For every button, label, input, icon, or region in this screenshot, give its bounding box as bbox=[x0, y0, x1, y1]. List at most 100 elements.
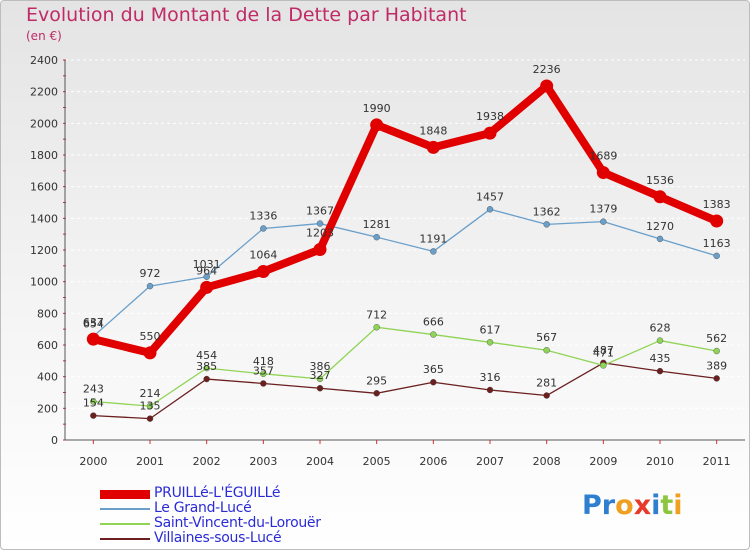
data-label: 1064 bbox=[249, 249, 277, 262]
y-tick-label: 1000 bbox=[30, 276, 58, 289]
x-tick-label: 2010 bbox=[646, 455, 674, 468]
series-line bbox=[93, 362, 717, 420]
data-label: 365 bbox=[423, 363, 444, 376]
data-label: 1990 bbox=[363, 102, 391, 115]
data-point bbox=[90, 398, 97, 405]
x-tick-label: 2003 bbox=[249, 455, 277, 468]
data-label: 357 bbox=[253, 364, 274, 377]
data-label: 435 bbox=[650, 352, 671, 365]
y-tick-label: 2000 bbox=[30, 117, 58, 130]
data-label: 1457 bbox=[476, 190, 504, 203]
data-label: 1689 bbox=[589, 150, 617, 163]
x-tick-label: 2004 bbox=[306, 455, 334, 468]
data-point bbox=[203, 273, 210, 280]
data-point bbox=[540, 79, 554, 93]
data-label: 1203 bbox=[306, 227, 334, 240]
data-label: 1163 bbox=[703, 237, 731, 250]
data-point bbox=[143, 346, 157, 360]
data-point bbox=[260, 225, 267, 232]
data-point bbox=[653, 190, 667, 204]
x-tick-label: 2008 bbox=[533, 455, 561, 468]
series-line bbox=[92, 208, 717, 337]
data-point bbox=[373, 390, 380, 397]
x-tick-label: 2009 bbox=[589, 455, 617, 468]
data-point bbox=[313, 243, 327, 257]
series-line bbox=[92, 81, 719, 357]
data-label: 1367 bbox=[306, 205, 334, 218]
data-point bbox=[256, 265, 270, 279]
data-point bbox=[486, 386, 494, 394]
data-point bbox=[600, 362, 607, 369]
y-tick-label: 1200 bbox=[30, 244, 58, 257]
data-point bbox=[656, 337, 664, 344]
y-tick-label: 200 bbox=[37, 402, 58, 415]
data-label: 243 bbox=[83, 383, 104, 396]
data-point bbox=[713, 375, 720, 382]
data-point bbox=[316, 220, 324, 227]
x-tick-label: 2000 bbox=[79, 455, 107, 468]
data-label: 295 bbox=[366, 374, 387, 387]
x-tick-label: 2002 bbox=[193, 455, 221, 468]
legend-swatch bbox=[100, 538, 150, 540]
data-point bbox=[713, 252, 720, 260]
data-label: 972 bbox=[140, 267, 161, 280]
data-point bbox=[203, 364, 210, 372]
data-label: 964 bbox=[196, 264, 217, 277]
data-point bbox=[203, 375, 210, 383]
y-tick-label: 600 bbox=[37, 339, 58, 352]
x-tick-label: 2011 bbox=[703, 455, 731, 468]
data-point bbox=[596, 166, 610, 180]
logo-letter: i bbox=[651, 490, 661, 521]
data-label: 214 bbox=[140, 387, 161, 400]
logo-letter: r bbox=[601, 490, 616, 521]
data-point bbox=[146, 415, 154, 422]
x-tick-label: 2006 bbox=[419, 455, 447, 468]
y-tick-label: 1600 bbox=[30, 181, 58, 194]
y-tick-label: 400 bbox=[37, 371, 58, 384]
x-tick-label: 2005 bbox=[363, 455, 391, 468]
data-label: 154 bbox=[83, 397, 104, 410]
data-point bbox=[656, 367, 664, 375]
data-point bbox=[373, 324, 380, 331]
data-label: 562 bbox=[706, 332, 727, 345]
data-point bbox=[600, 218, 607, 225]
data-label: 628 bbox=[650, 322, 671, 335]
data-label: 1031 bbox=[193, 258, 221, 271]
logo-letter: i bbox=[673, 490, 683, 521]
data-label: 1536 bbox=[646, 174, 674, 187]
legend-label: Villaines-sous-Lucé bbox=[154, 530, 282, 546]
legend-label: Saint-Vincent-du-Lorouër bbox=[154, 515, 321, 531]
y-tick-label: 2200 bbox=[30, 86, 58, 99]
data-label: 418 bbox=[253, 355, 274, 368]
data-point bbox=[713, 347, 720, 355]
data-point bbox=[370, 118, 384, 132]
y-tick-label: 0 bbox=[51, 434, 58, 447]
chart-title: Evolution du Montant de la Dette par Hab… bbox=[26, 4, 467, 26]
legend-swatch bbox=[100, 523, 150, 525]
data-label: 666 bbox=[423, 316, 444, 329]
data-point bbox=[200, 280, 214, 294]
data-point bbox=[426, 140, 440, 154]
data-point bbox=[543, 392, 550, 399]
series-line bbox=[93, 326, 717, 407]
x-tick-label: 2007 bbox=[476, 455, 504, 468]
data-label: 654 bbox=[83, 317, 104, 330]
data-label: 1848 bbox=[419, 124, 447, 137]
chart-subtitle: (en €) bbox=[26, 29, 62, 43]
data-point bbox=[430, 248, 437, 255]
data-label: 712 bbox=[366, 308, 387, 321]
y-tick-label: 800 bbox=[37, 307, 58, 320]
data-label: 316 bbox=[480, 371, 501, 384]
data-point bbox=[483, 126, 497, 140]
data-point bbox=[656, 235, 664, 243]
data-point bbox=[86, 332, 100, 346]
data-label: 1379 bbox=[589, 203, 617, 216]
y-tick-label: 1800 bbox=[30, 149, 58, 162]
data-point bbox=[146, 282, 154, 290]
data-label: 454 bbox=[196, 349, 217, 362]
logo-letter: P bbox=[582, 490, 602, 521]
data-label: 567 bbox=[536, 331, 557, 344]
data-label: 281 bbox=[536, 377, 557, 390]
data-point bbox=[710, 214, 724, 228]
